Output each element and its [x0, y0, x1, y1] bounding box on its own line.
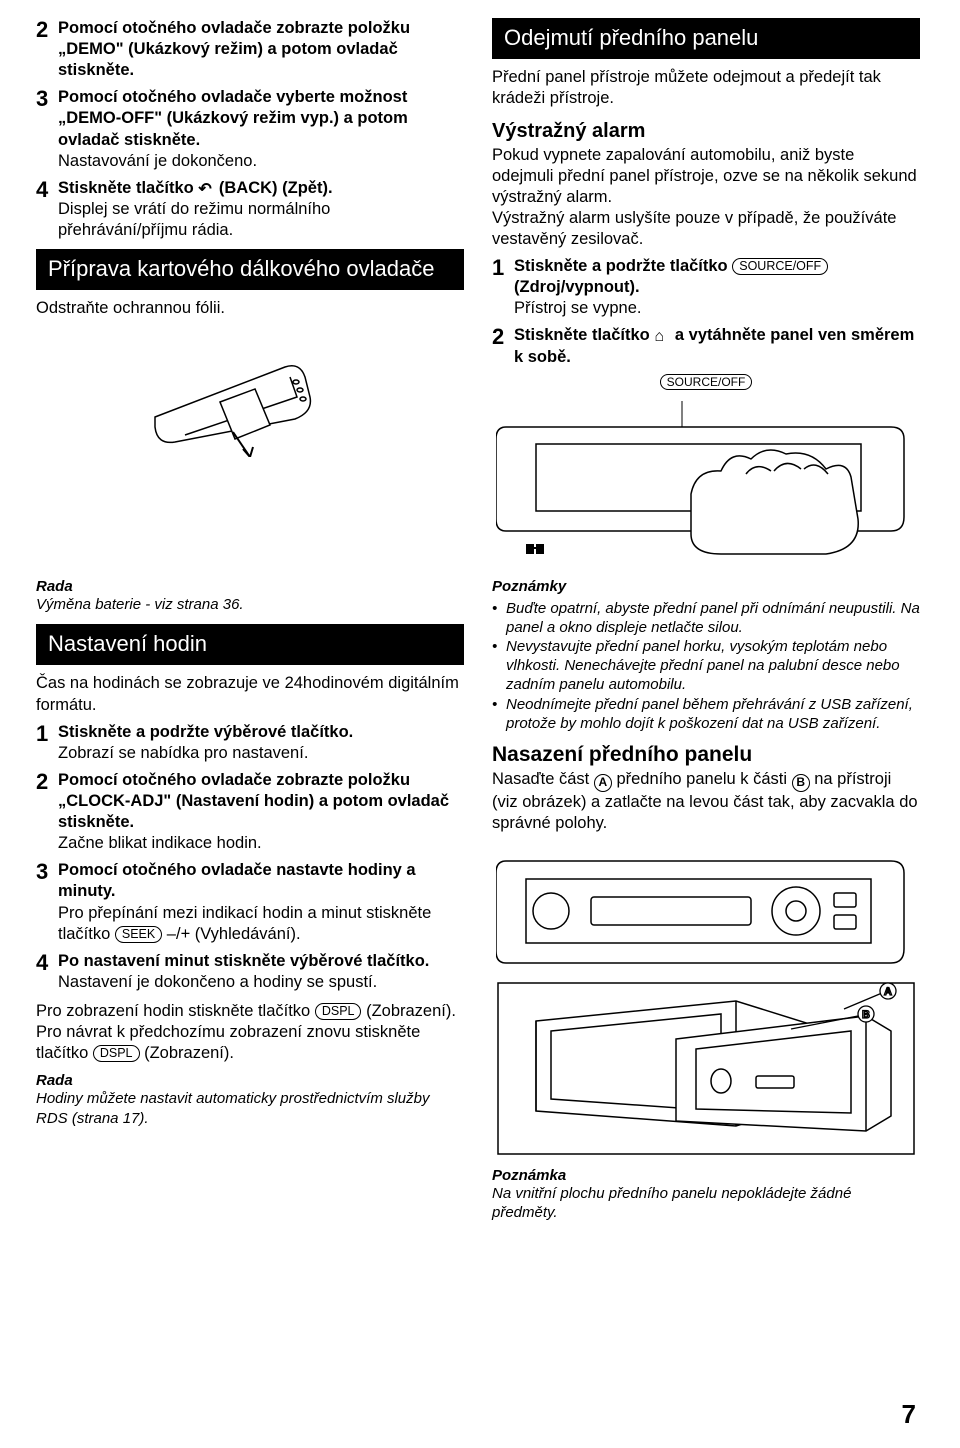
home-icon	[654, 326, 670, 340]
top-columns: 2 Pomocí otočného ovladače zobrazte polo…	[36, 18, 920, 570]
step-text-pre: Stiskněte a podržte tlačítko	[514, 257, 732, 275]
step-text-post: (BACK) (Zpět).	[214, 179, 332, 197]
poznamky-label: Poznámky	[492, 578, 920, 595]
clock-step-4: 4 Po nastavení minut stiskněte výběrové …	[36, 951, 464, 993]
rada-text: Výměna baterie - viz strana 36.	[36, 595, 464, 615]
step-text-pre: Stiskněte tlačítko	[514, 326, 654, 344]
attach-illustrations: A B	[492, 840, 920, 1157]
right-step-1: 1 Stiskněte a podržte tlačítko SOURCE/OF…	[492, 256, 920, 319]
clock-step-1: 1 Stiskněte a podržte výběrové tlačítko.…	[36, 722, 464, 764]
right-col-bottom: Poznámky Buďte opatrní, abyste přední pa…	[492, 578, 920, 1223]
note-item: Neodnímejte přední panel během přehráván…	[492, 695, 920, 733]
source-off-label-row: SOURCE/OFF	[492, 374, 920, 392]
dspl-btn-1: DSPL	[315, 1003, 362, 1020]
source-off-btn: SOURCE/OFF	[732, 258, 828, 275]
alarm-text: Pokud vypnete zapalování automobilu, ani…	[492, 145, 920, 251]
circ-b-icon: B	[792, 774, 810, 792]
circ-a-icon: A	[594, 774, 612, 792]
remove-foil: Odstraňte ochrannou fólii.	[36, 298, 464, 319]
dspl-para: Pro zobrazení hodin stiskněte tlačítko D…	[36, 1001, 464, 1064]
section-remove-panel: Odejmutí předního panelu	[492, 18, 920, 59]
bottom-columns: Rada Výměna baterie - viz strana 36. Nas…	[36, 578, 920, 1223]
note-item: Nevystavujte přední panel horku, vysokým…	[492, 637, 920, 695]
clock-step-2: 2 Pomocí otočného ovladače zobrazte polo…	[36, 770, 464, 854]
step-note: Displej se vrátí do režimu normálního př…	[58, 200, 330, 239]
rada2-label: Rada	[36, 1072, 464, 1089]
section-clock: Nastavení hodin	[36, 624, 464, 665]
attach-text: Nasaďte část A předního panelu k části B…	[492, 769, 920, 834]
source-off-label: SOURCE/OFF	[660, 374, 753, 390]
step-note: Přístroj se vypne.	[514, 299, 641, 317]
seek-btn: SEEK	[115, 926, 162, 943]
page-number: 7	[902, 1399, 916, 1430]
poznamka2-text: Na vnitřní plochu předního panelu nepokl…	[492, 1184, 920, 1223]
step-3: 3 Pomocí otočného ovladače vyberte možno…	[36, 87, 464, 171]
step-text-pre: Stiskněte tlačítko	[58, 179, 198, 197]
attach-heading: Nasazení předního panelu	[492, 743, 920, 767]
step-text: Pomocí otočného ovladače zobrazte položk…	[58, 19, 410, 79]
alarm-heading: Výstražný alarm	[492, 120, 920, 143]
dspl-btn-2: DSPL	[93, 1045, 140, 1062]
left-col-bottom: Rada Výměna baterie - viz strana 36. Nas…	[36, 578, 464, 1223]
svg-text:B: B	[862, 1009, 870, 1021]
section-remote-prep: Příprava kartového dálkového ovladače	[36, 249, 464, 290]
step-text: Pomocí otočného ovladače vyberte možnost…	[58, 88, 408, 148]
left-col-top: 2 Pomocí otočného ovladače zobrazte polo…	[36, 18, 464, 570]
back-icon	[198, 179, 214, 193]
poznamka2-label: Poznámka	[492, 1167, 920, 1184]
rada-label: Rada	[36, 578, 464, 595]
step-note: Nastavování je dokončeno.	[58, 152, 257, 170]
right-step-2: 2 Stiskněte tlačítko a vytáhněte panel v…	[492, 325, 920, 367]
rada2-text: Hodiny můžete nastavit automaticky prost…	[36, 1089, 464, 1128]
remote-illustration	[36, 326, 464, 458]
svg-text:A: A	[884, 986, 892, 998]
clock-intro: Čas na hodinách se zobrazuje ve 24hodino…	[36, 673, 464, 715]
notes-list: Buďte opatrní, abyste přední panel při o…	[492, 599, 920, 733]
step-text-post: (Zdroj/vypnout).	[514, 278, 640, 296]
step-2: 2 Pomocí otočného ovladače zobrazte polo…	[36, 18, 464, 81]
note-item: Buďte opatrní, abyste přední panel při o…	[492, 599, 920, 637]
clock-step-3: 3 Pomocí otočného ovladače nastavte hodi…	[36, 860, 464, 944]
step-4: 4 Stiskněte tlačítko (BACK) (Zpět). Disp…	[36, 178, 464, 241]
right-col-top: Odejmutí předního panelu Přední panel př…	[492, 18, 920, 570]
panel-pull-illustration	[492, 398, 920, 560]
remove-panel-intro: Přední panel přístroje můžete odejmout a…	[492, 67, 920, 109]
